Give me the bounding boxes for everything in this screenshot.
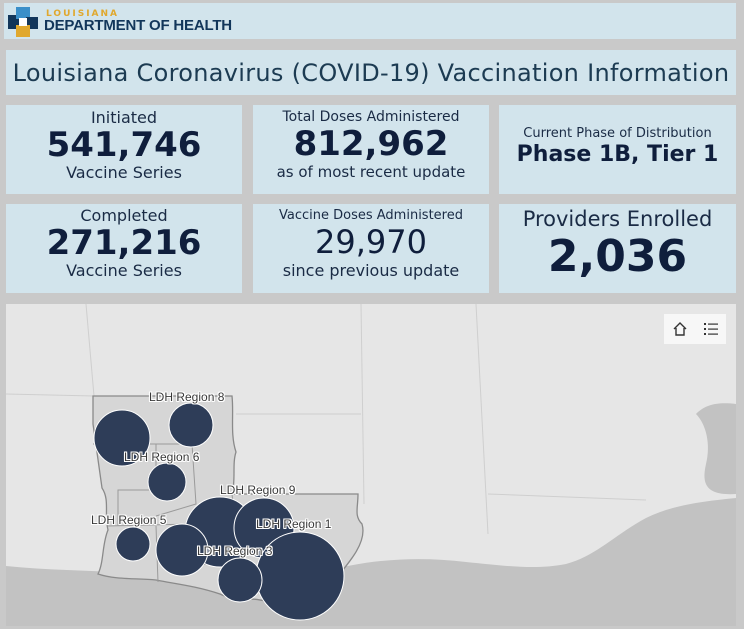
page-title: Louisiana Coronavirus (COVID-19) Vaccina… <box>12 58 730 87</box>
region-bubble <box>147 462 187 502</box>
header-bar: LOUISIANA DEPARTMENT OF HEALTH <box>4 3 736 39</box>
vaccine-doses-label: Vaccine Doses Administered <box>279 208 463 223</box>
state-boundary <box>6 393 95 397</box>
initiated-label: Initiated <box>90 108 158 127</box>
home-icon[interactable] <box>669 318 691 340</box>
completed-label: Completed <box>80 206 168 225</box>
providers-value: 2,036 <box>547 231 688 282</box>
region-bubble <box>93 409 151 467</box>
region-label-5: LDH Region 5 <box>91 513 167 527</box>
logo-top-text: LOUISIANA <box>46 9 120 19</box>
ldh-logo-icon <box>8 7 38 37</box>
region-label-1: LDH Region 1 <box>256 517 332 531</box>
list-icon[interactable] <box>700 318 722 340</box>
region-label-8: LDH Region 8 <box>149 390 225 404</box>
region-bubble <box>168 402 214 448</box>
map-canvas[interactable] <box>6 304 736 626</box>
state-boundary <box>475 304 489 535</box>
initiated-sublabel: Vaccine Series <box>66 163 182 182</box>
providers-card: Providers Enrolled 2,036 <box>499 204 736 293</box>
title-bar: Louisiana Coronavirus (COVID-19) Vaccina… <box>6 50 736 95</box>
region-bubble <box>115 526 151 562</box>
phase-label: Current Phase of Distribution <box>523 126 712 141</box>
region-label-6: LDH Region 6 <box>124 450 200 464</box>
vaccine-doses-value: 29,970 <box>315 223 427 261</box>
total-doses-sublabel: as of most recent update <box>276 163 466 181</box>
gulf-water <box>6 498 736 626</box>
phase-value: Phase 1B, Tier 1 <box>516 142 719 167</box>
total-doses-label: Total Doses Administered <box>282 109 460 125</box>
total-doses-value: 812,962 <box>293 124 449 164</box>
logo-main-text: DEPARTMENT OF HEALTH <box>44 17 232 34</box>
initiated-value: 541,746 <box>46 125 202 165</box>
providers-label: Providers Enrolled <box>522 207 713 231</box>
state-boundary <box>360 304 365 505</box>
region-boundary <box>155 443 197 517</box>
completed-card: Completed 271,216 Vaccine Series <box>6 204 242 293</box>
region-label-3: LDH Region 3 <box>197 544 273 558</box>
initiated-card: Initiated 541,746 Vaccine Series <box>6 105 242 194</box>
region-map[interactable]: LDH Region 8 LDH Region 6 LDH Region 9 L… <box>6 304 736 626</box>
completed-value: 271,216 <box>46 223 202 263</box>
region-bubble <box>155 523 209 577</box>
region-label-9: LDH Region 9 <box>220 483 296 497</box>
total-doses-card: Total Doses Administered 812,962 as of m… <box>253 105 489 194</box>
phase-card: Current Phase of Distribution Phase 1B, … <box>499 105 736 194</box>
state-boundary <box>85 304 95 397</box>
state-boundary <box>487 493 647 501</box>
coast-feature <box>696 403 736 495</box>
vaccine-doses-sublabel: since previous update <box>282 261 460 280</box>
vaccine-doses-card: Vaccine Doses Administered 29,970 since … <box>253 204 489 293</box>
map-toolbar <box>664 314 726 344</box>
region-bubble <box>217 557 263 603</box>
completed-sublabel: Vaccine Series <box>66 261 182 280</box>
